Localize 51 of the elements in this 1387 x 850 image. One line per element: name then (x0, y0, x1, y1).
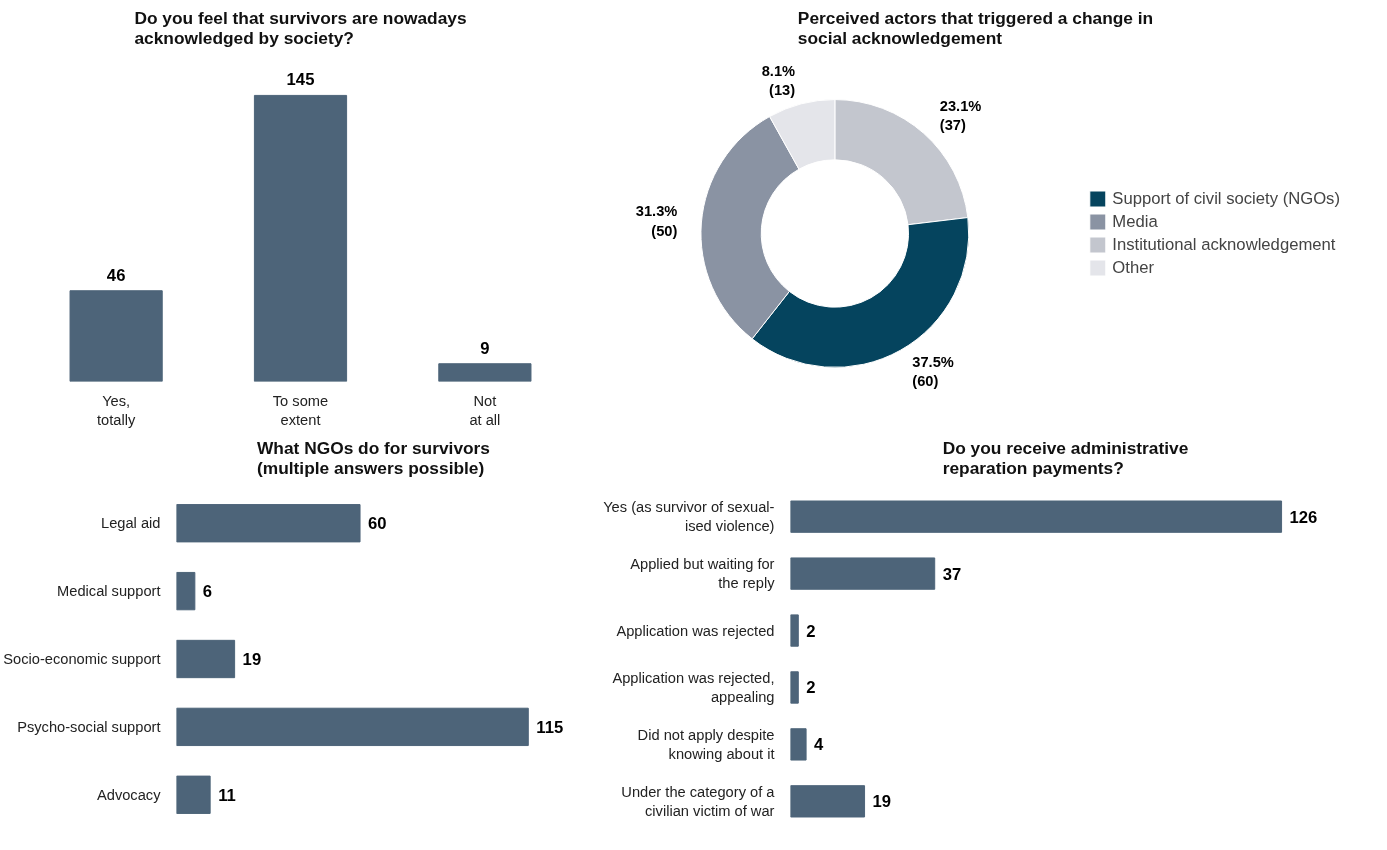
y-tick-label: Did not apply despite knowing about it (637, 726, 775, 762)
legend-label: Support of civil society (NGOs) (1112, 188, 1340, 209)
y-tick-label: Applied but waiting for the reply (630, 556, 776, 592)
chart-title: Do you feel that survivors are nowadays acknowledged by society? (134, 7, 467, 48)
legend-label: Institutional acknowledgement (1112, 234, 1336, 255)
legend-label: Media (1112, 211, 1158, 232)
bar (176, 707, 529, 747)
chart-title: Do you receive administrative reparation payments? (942, 437, 1189, 478)
y-tick-label: Medical support (57, 583, 161, 600)
x-tick-label: To some extent (272, 392, 329, 428)
bar (176, 571, 196, 611)
data-label: 2 (806, 678, 816, 698)
data-label: 37.5% (60) (912, 353, 954, 390)
bar (790, 614, 799, 647)
bar (176, 639, 236, 679)
bar (176, 775, 211, 814)
y-tick-label: Legal aid (101, 515, 161, 532)
bar (790, 671, 799, 704)
chart-title: Perceived actors that triggered a change in social acknowledgement (797, 7, 1154, 48)
legend-label: Other (1112, 257, 1154, 278)
data-label: 37 (942, 564, 962, 584)
x-tick-label: Yes, totally (96, 392, 136, 428)
y-tick-label: Application was rejected (616, 622, 775, 639)
data-label: 4 (814, 735, 825, 755)
data-label: 126 (1289, 507, 1318, 527)
data-label: 11 (218, 785, 236, 805)
data-label: 60 (368, 514, 387, 534)
data-label: 6 (202, 582, 213, 602)
data-label: 115 (536, 717, 564, 737)
y-tick-label: Advocacy (96, 786, 162, 803)
y-tick-label: Application was rejected, appealing (612, 669, 775, 706)
bar (176, 504, 361, 543)
bar (790, 728, 807, 761)
chart-title: What NGOs do for survivors (multiple answers possible) (257, 437, 490, 478)
data-label: 145 (286, 70, 315, 90)
x-tick-label: Not at all (469, 392, 501, 428)
data-label: 19 (872, 792, 892, 812)
y-tick-label: Psycho-social support (17, 718, 161, 735)
bar (790, 557, 936, 590)
data-label: 8.1% (13) (761, 62, 796, 98)
data-label: 46 (106, 265, 126, 285)
y-tick-label: Under the category of a civilian victim of war (621, 783, 776, 819)
y-tick-label: Socio-economic support (3, 651, 161, 667)
data-label: 2 (806, 621, 816, 641)
data-label: 19 (242, 650, 262, 669)
data-label: 23.1% (37) (939, 97, 982, 133)
bar (790, 500, 1283, 533)
data-label: 31.3% (50) (635, 203, 678, 239)
data-label: 9 (480, 338, 490, 358)
bar (790, 785, 866, 818)
y-tick-label: Yes (as survivor of sexual- ised violence) (603, 499, 775, 535)
